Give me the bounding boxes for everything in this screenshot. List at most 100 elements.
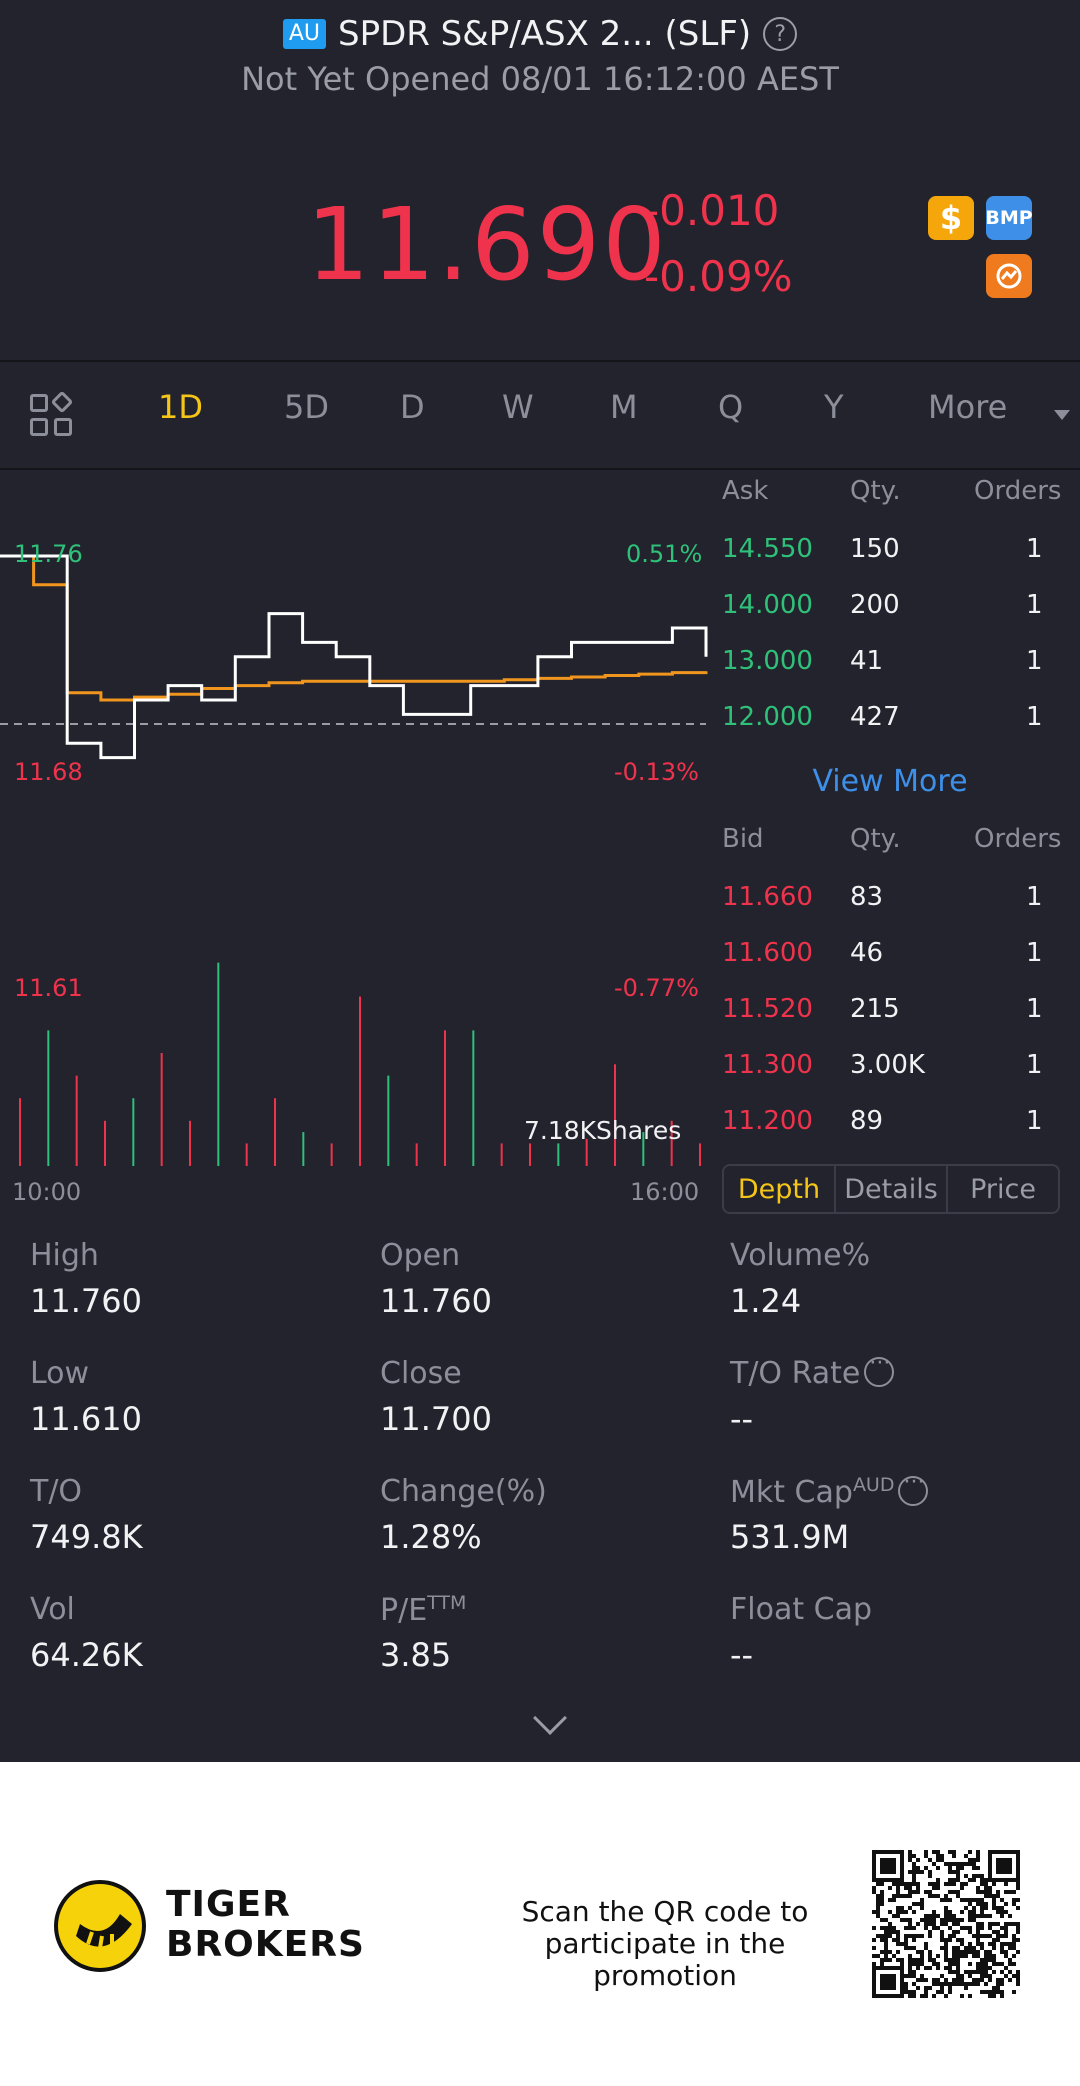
qr-module <box>956 1922 960 1926</box>
qr-module <box>912 1866 916 1870</box>
options-icon[interactable] <box>986 254 1032 298</box>
segment-details[interactable]: Details <box>836 1166 948 1212</box>
avg-price-line <box>0 554 708 702</box>
qr-module <box>924 1926 928 1930</box>
qr-module <box>908 1954 912 1958</box>
qr-module <box>916 1962 920 1966</box>
qr-module <box>944 1898 948 1902</box>
qr-module <box>992 1942 996 1946</box>
qr-module <box>1016 1970 1020 1974</box>
qr-module <box>880 1890 884 1894</box>
stat-vol-label: Vol <box>30 1592 75 1627</box>
qr-module <box>904 1982 908 1986</box>
qr-module <box>904 1946 908 1950</box>
qr-module <box>948 1898 952 1902</box>
stat-turnover-label: T/O <box>30 1474 83 1509</box>
qr-module <box>912 1974 916 1978</box>
qr-module <box>908 1870 912 1874</box>
bmp-icon[interactable]: BMP <box>985 196 1033 240</box>
qr-module <box>1016 1906 1020 1910</box>
tab-1d[interactable]: 1D <box>158 388 203 426</box>
more-info-icon[interactable] <box>898 1470 929 1506</box>
qr-module <box>972 1982 976 1986</box>
qr-module <box>888 1926 892 1930</box>
qr-module <box>992 1970 996 1974</box>
qr-module <box>932 1914 936 1918</box>
stat-to-rate: T/O Rate <box>730 1351 895 1391</box>
chevron-down-icon[interactable] <box>1054 410 1070 420</box>
qr-module <box>908 1894 912 1898</box>
qr-module <box>988 1914 992 1918</box>
chart-layout-icon[interactable] <box>30 390 74 438</box>
qr-module <box>956 1878 960 1882</box>
qr-module <box>928 1890 932 1894</box>
qr-module <box>948 1982 952 1986</box>
qr-module <box>884 1950 888 1954</box>
qr-module <box>928 1870 932 1874</box>
dollar-icon[interactable]: $ <box>928 196 974 240</box>
tab-w[interactable]: W <box>502 388 534 426</box>
qr-module <box>892 1914 896 1918</box>
qr-module <box>944 1982 948 1986</box>
qr-module <box>932 1886 936 1890</box>
qr-module <box>992 1938 996 1942</box>
qr-module <box>992 1962 996 1966</box>
qr-module <box>952 1934 956 1938</box>
qr-module <box>928 1934 932 1938</box>
qr-module <box>932 1978 936 1982</box>
qr-module <box>976 1850 980 1854</box>
bid-qty: 215 <box>850 994 900 1024</box>
tab-5d[interactable]: 5D <box>284 388 329 426</box>
stat-mkt-cap-label: Mkt Cap <box>730 1475 853 1510</box>
qr-module <box>876 1882 880 1886</box>
qr-module <box>1016 1930 1020 1934</box>
qr-module <box>936 1954 940 1958</box>
tab-d[interactable]: D <box>400 388 425 426</box>
bid-orders-header: Orders <box>974 824 1062 854</box>
ask-price: 13.000 <box>722 646 813 676</box>
tab-more[interactable]: More <box>928 388 1008 426</box>
qr-module <box>972 1934 976 1938</box>
qr-module <box>972 1866 976 1870</box>
view-more-link[interactable]: View More <box>812 764 968 799</box>
qr-module <box>952 1850 956 1854</box>
help-icon[interactable]: ? <box>763 17 798 51</box>
qr-module <box>908 1890 912 1894</box>
qr-module <box>924 1986 928 1990</box>
stat-high-label: High <box>30 1238 99 1273</box>
qr-module <box>1008 1922 1012 1926</box>
qr-module <box>884 1958 888 1962</box>
qr-module <box>936 1850 940 1854</box>
qr-module <box>1012 1890 1016 1894</box>
qr-module <box>1016 1882 1020 1886</box>
stat-close-label: Close <box>380 1356 462 1391</box>
more-info-icon[interactable] <box>864 1351 895 1387</box>
segment-depth[interactable]: Depth <box>724 1166 836 1212</box>
qr-module <box>896 1894 900 1898</box>
qr-module <box>884 1934 888 1938</box>
qr-module <box>1004 1926 1008 1930</box>
qr-module <box>920 1978 924 1982</box>
qr-code[interactable] <box>872 1850 1020 1998</box>
qr-module <box>964 1926 968 1930</box>
divider <box>0 360 1080 362</box>
market-badge: AU <box>282 19 326 49</box>
qr-module <box>972 1950 976 1954</box>
tab-y[interactable]: Y <box>824 388 844 426</box>
qr-module <box>992 1994 996 1998</box>
segment-price[interactable]: Price <box>970 1173 1036 1205</box>
qr-module <box>928 1914 932 1918</box>
qr-module <box>976 1866 980 1870</box>
pct-label-low: -0.77% <box>614 974 699 1002</box>
stat-float-cap-value: -- <box>730 1636 754 1674</box>
qr-module <box>976 1902 980 1906</box>
qr-module <box>952 1970 956 1974</box>
qr-module <box>924 1854 928 1858</box>
tab-q[interactable]: Q <box>718 388 744 426</box>
intraday-chart[interactable] <box>0 470 710 1170</box>
qr-module <box>992 1930 996 1934</box>
stat-mkt-cap-value: 531.9M <box>730 1518 850 1556</box>
qr-module <box>992 1954 996 1958</box>
qr-module <box>972 1970 976 1974</box>
tab-m[interactable]: M <box>610 388 638 426</box>
